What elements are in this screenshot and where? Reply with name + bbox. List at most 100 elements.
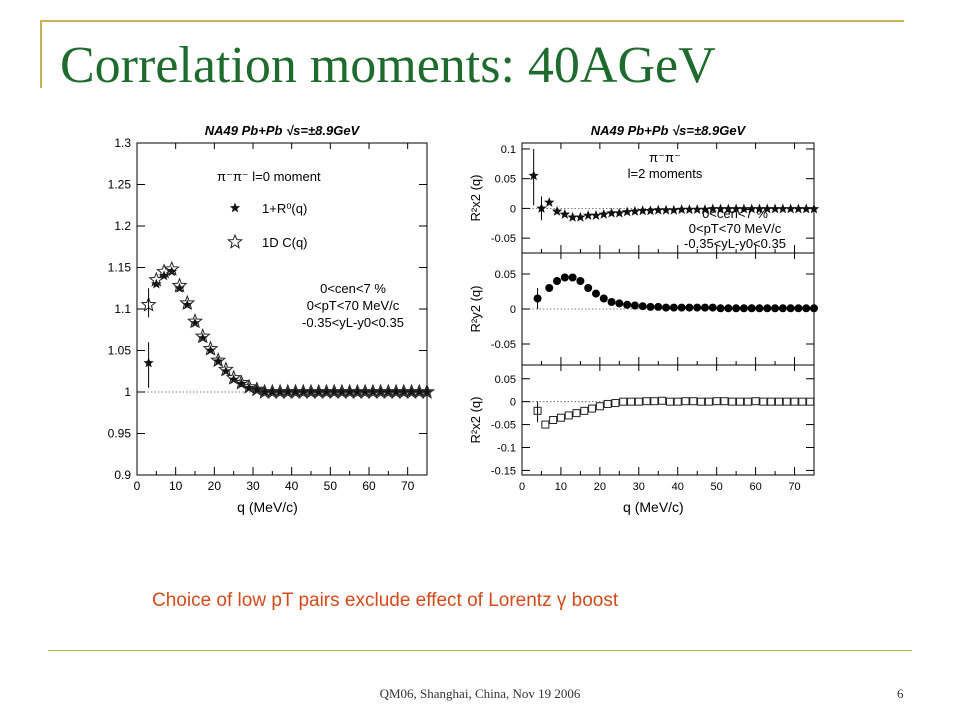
right-2-series-0-point	[810, 304, 818, 313]
right-2-series-0-point	[654, 302, 663, 311]
left-series-1-point	[241, 378, 258, 394]
right-3-ytick-label: -0.15	[491, 465, 516, 477]
left-series-1-point	[418, 383, 436, 399]
left-series-0-point	[182, 299, 193, 310]
right-3-series-0-point	[728, 397, 737, 406]
right-2-series-0-point	[599, 294, 608, 303]
right-2-series-0-point	[584, 284, 593, 292]
right-1-ylabel: R²x2 (q)	[468, 175, 483, 222]
right-1-series-0-point	[808, 203, 820, 214]
right-3-series-0-point	[634, 397, 643, 406]
right-2-series-0-point	[778, 304, 787, 313]
right-1-series-0-point	[606, 207, 617, 218]
right-1-series-0-point	[715, 203, 726, 214]
left-ytick-label: 0.9	[114, 468, 131, 482]
left-series-0-point	[321, 386, 332, 397]
left-series-0-point	[406, 386, 417, 397]
right-1-series-0-point	[723, 203, 734, 214]
left-series-1-point	[179, 294, 196, 311]
right-3-series-0-point	[736, 397, 745, 406]
right-2-series-0-point	[607, 298, 616, 306]
left-series-0-point	[298, 386, 309, 397]
right-3-series-0-point	[642, 397, 651, 406]
right-cut-label: -0.35<yL-y0<0.35	[684, 236, 786, 251]
right-1-series-0-point	[567, 211, 578, 222]
left-series-1-point	[163, 260, 180, 276]
right-3-series-0-point	[743, 397, 752, 406]
left-panel: 0.9 0.95 1 1.05 1.1 1.15 1.2 1.25 1.3 0 10 20 30 40 50…	[108, 136, 436, 515]
left-series-0-point	[189, 317, 201, 328]
right-1-series-0-point	[707, 203, 718, 214]
right-1-series-0-point	[676, 204, 687, 214]
right-1-series-0-point	[653, 204, 664, 215]
right-2-series-0-point	[677, 303, 686, 312]
slide-caption: Choice of low pT pairs exclude effect of…	[152, 590, 619, 611]
right-1-series-0-point	[684, 204, 695, 214]
left-ytick-label: 1.3	[114, 136, 131, 150]
left-series-1-point	[217, 361, 234, 377]
left-series-1-point	[194, 327, 211, 344]
right-2-ytick-label: -0.05	[491, 339, 516, 351]
right-1-series-0-point	[544, 197, 555, 207]
page-number: 6	[897, 686, 904, 701]
right-2-series-0-point	[724, 304, 733, 313]
left-xtick-label: 50	[324, 479, 338, 493]
right-1-series-0-point	[621, 206, 633, 217]
right-2-ytick-label: 0.05	[495, 269, 516, 281]
right-2-series-0-point	[747, 304, 756, 313]
right-2-series-0-point	[708, 303, 717, 312]
left-series-1-point	[233, 374, 250, 390]
left-series-0-point	[390, 386, 402, 397]
left-series-0-point	[267, 386, 278, 397]
right-3-xtick-label: 20	[594, 481, 606, 493]
right-3-ylabel: R²x2 (q)	[468, 397, 483, 444]
right-3-ytick-label: -0.1	[497, 443, 516, 455]
right-3-series-0-point	[572, 409, 581, 418]
left-series-1-point	[171, 277, 188, 293]
left-ytick-label: 1.15	[108, 261, 132, 275]
right-3-series-0-point	[712, 397, 721, 406]
right-cut-label: 0<pT<70 MeV/c	[689, 221, 782, 236]
right-1-series-0-point	[590, 210, 602, 220]
left-series-1-point	[210, 352, 227, 368]
right-2-series-0-point	[623, 300, 632, 309]
left-series-0-point	[166, 266, 177, 277]
left-xtick-label: 20	[208, 479, 222, 493]
right-2-series-0-point	[693, 303, 702, 312]
right-3-series-0-point	[580, 406, 589, 415]
right-3-series-0-point	[603, 399, 612, 408]
right-3-series-0-point	[704, 397, 713, 406]
left-series-0-point	[305, 386, 317, 397]
right-1-ytick-label: 0.1	[501, 144, 516, 156]
left-series-0-point	[205, 345, 216, 355]
right-3-xtick-label: 50	[711, 481, 723, 493]
right-1-ytick-label: 0	[510, 203, 516, 215]
right-3-series-0-point	[751, 397, 760, 406]
right-1-series-0-point	[637, 205, 648, 216]
right-2-series-0-point	[630, 301, 639, 310]
right-2-series-0-point	[716, 304, 725, 313]
left-series-1-point	[156, 263, 173, 279]
right-2-ytick-label: 0	[510, 304, 516, 316]
right-3-series-0-point	[541, 420, 550, 429]
right-3-series-0-point	[759, 397, 768, 406]
right-2-series-0-point	[739, 304, 748, 313]
right-3-series-0-point	[673, 397, 682, 406]
right-3-series-0-point	[720, 397, 729, 406]
left-series-0-point	[282, 386, 293, 397]
right-2-series-0-point	[755, 304, 764, 313]
left-series-0-point	[174, 282, 185, 293]
accent-rule-bottom	[48, 650, 912, 651]
right-2-series-0-point	[576, 277, 585, 285]
left-series-0-point	[213, 355, 224, 366]
right-1-series-0-point	[598, 208, 609, 219]
left-series-0-point	[414, 386, 425, 397]
right-title: NA49 Pb+Pb √s=±8.9GeV	[591, 123, 747, 138]
right-2-series-0-point	[732, 304, 741, 313]
right-3-xtick-label: 30	[633, 481, 645, 493]
right-1-series-0-point	[660, 204, 672, 215]
right-3-series-0-point	[549, 416, 558, 424]
right-3-series-0-point	[681, 397, 690, 406]
left-series-0-point	[352, 386, 363, 397]
